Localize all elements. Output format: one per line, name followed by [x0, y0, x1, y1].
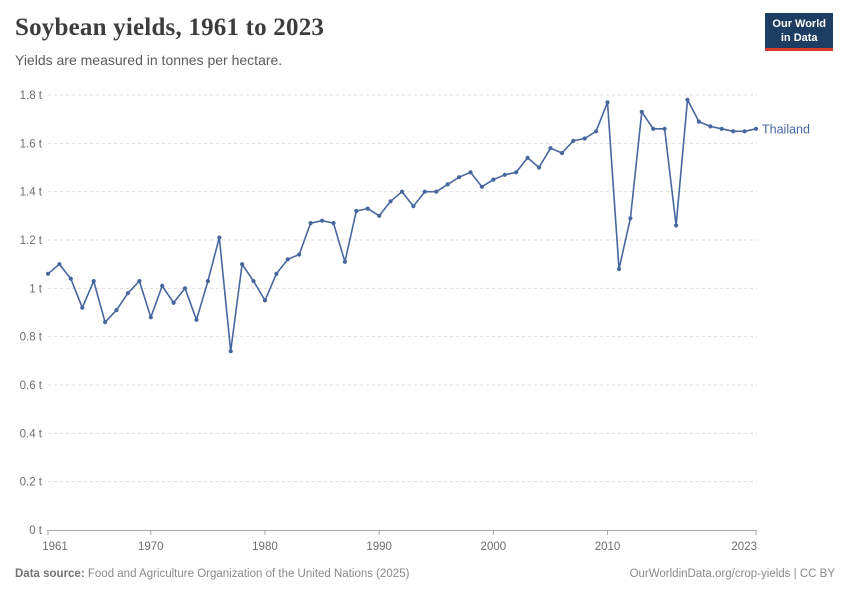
- data-point[interactable]: [228, 349, 233, 354]
- data-line-thailand[interactable]: [47, 99, 757, 353]
- x-axis-tick-label: 1980: [252, 541, 278, 553]
- data-point[interactable]: [708, 124, 713, 129]
- data-point[interactable]: [320, 218, 325, 223]
- data-point[interactable]: [160, 283, 165, 288]
- data-point[interactable]: [365, 206, 370, 211]
- data-point[interactable]: [377, 213, 382, 218]
- data-point[interactable]: [80, 305, 85, 310]
- data-point[interactable]: [274, 271, 279, 276]
- y-axis-tick-label: 0.6 t: [20, 380, 43, 392]
- data-point[interactable]: [422, 189, 427, 194]
- data-point[interactable]: [559, 150, 565, 156]
- data-point[interactable]: [182, 286, 188, 291]
- data-point[interactable]: [639, 109, 644, 114]
- footer-license[interactable]: CC BY: [799, 568, 835, 580]
- y-axis-tick-label: 1.6 t: [20, 138, 43, 150]
- data-point[interactable]: [753, 126, 759, 131]
- data-point[interactable]: [674, 223, 679, 228]
- data-point[interactable]: [536, 165, 542, 170]
- data-point[interactable]: [342, 259, 347, 264]
- data-point[interactable]: [445, 182, 450, 187]
- x-axis-tick-label: 2010: [595, 541, 621, 553]
- data-point[interactable]: [662, 126, 667, 131]
- data-point[interactable]: [262, 298, 268, 303]
- data-point[interactable]: [399, 189, 405, 194]
- y-axis-tick-label: 0.4 t: [20, 428, 43, 440]
- data-point[interactable]: [548, 146, 553, 151]
- x-axis-tick-label: 2000: [481, 541, 507, 553]
- owid-logo-line2: in Data: [780, 32, 818, 44]
- data-point[interactable]: [719, 126, 724, 131]
- data-point[interactable]: [411, 204, 416, 209]
- data-point[interactable]: [628, 216, 633, 221]
- data-point[interactable]: [57, 262, 62, 267]
- y-axis-tick-label: 1.4 t: [20, 187, 43, 199]
- data-point[interactable]: [285, 257, 290, 262]
- data-point[interactable]: [148, 315, 153, 320]
- y-axis-tick-label: 0.8 t: [20, 332, 43, 344]
- footer-link[interactable]: OurWorldinData.org/crop-yields: [629, 568, 791, 580]
- data-point[interactable]: [240, 262, 245, 267]
- datasource-label: Data source:: [15, 568, 85, 580]
- data-point[interactable]: [194, 317, 199, 322]
- y-axis-tick-label: 0 t: [29, 525, 43, 537]
- datasource: Data source: Food and Agriculture Organi…: [15, 568, 409, 580]
- owid-logo-line1: Our World: [772, 18, 826, 30]
- chart-subtitle: Yields are measured in tonnes per hectar…: [15, 52, 283, 68]
- data-point[interactable]: [468, 170, 473, 175]
- data-point[interactable]: [205, 279, 210, 284]
- data-point[interactable]: [308, 221, 313, 226]
- data-point[interactable]: [45, 271, 51, 276]
- data-point[interactable]: [68, 276, 73, 281]
- series-label-thailand[interactable]: Thailand: [762, 122, 810, 136]
- data-point[interactable]: [125, 291, 130, 296]
- data-point[interactable]: [571, 138, 576, 143]
- x-axis-tick-label: 1970: [138, 541, 164, 553]
- data-point[interactable]: [434, 189, 439, 194]
- data-point[interactable]: [297, 252, 302, 257]
- data-point[interactable]: [114, 308, 119, 313]
- y-axis-tick-label: 1 t: [29, 283, 43, 295]
- footer-links: OurWorldinData.org/crop-yields | CC BY: [630, 568, 835, 580]
- data-point[interactable]: [525, 155, 530, 160]
- data-point[interactable]: [731, 129, 736, 134]
- data-point[interactable]: [582, 136, 587, 141]
- data-point[interactable]: [388, 199, 393, 204]
- y-axis-tick-label: 0.2 t: [20, 477, 43, 489]
- footer-separator: |: [793, 568, 797, 580]
- data-point[interactable]: [251, 279, 256, 284]
- data-point[interactable]: [354, 208, 359, 214]
- data-point[interactable]: [502, 172, 507, 177]
- data-point[interactable]: [605, 100, 610, 105]
- data-point[interactable]: [651, 126, 656, 131]
- data-point[interactable]: [594, 129, 599, 134]
- y-axis-tick-label: 1.8 t: [20, 90, 43, 102]
- data-point[interactable]: [479, 184, 484, 189]
- data-point[interactable]: [696, 119, 702, 124]
- data-point[interactable]: [742, 129, 747, 134]
- data-point[interactable]: [514, 170, 519, 175]
- y-axis-tick-label: 1.2 t: [20, 235, 43, 247]
- data-point[interactable]: [331, 221, 336, 226]
- data-point[interactable]: [103, 320, 108, 325]
- data-point[interactable]: [685, 97, 690, 102]
- x-axis-tick-label: 1990: [366, 541, 392, 553]
- data-point[interactable]: [137, 279, 142, 284]
- data-point[interactable]: [217, 235, 222, 240]
- data-point[interactable]: [457, 175, 462, 180]
- data-point[interactable]: [491, 177, 496, 182]
- x-axis-tick-label: 2023: [731, 541, 757, 553]
- owid-logo[interactable]: Our World in Data: [765, 13, 833, 51]
- data-point[interactable]: [616, 266, 622, 272]
- datasource-text: Food and Agriculture Organization of the…: [87, 568, 410, 580]
- data-point[interactable]: [91, 279, 96, 284]
- page-title: Soybean yields, 1961 to 2023: [15, 14, 325, 41]
- data-point[interactable]: [171, 300, 176, 305]
- x-axis-tick-label: 1961: [42, 541, 68, 553]
